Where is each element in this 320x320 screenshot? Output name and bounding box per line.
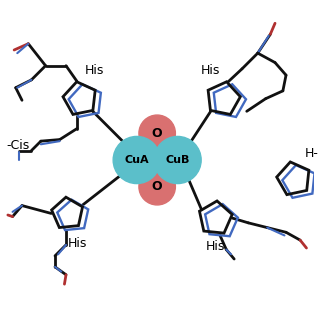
Text: His: His	[85, 64, 104, 77]
Text: CuB: CuB	[165, 155, 190, 165]
Text: H-: H-	[305, 147, 319, 160]
Text: His: His	[67, 237, 87, 250]
Text: His: His	[206, 240, 225, 253]
Text: CuA: CuA	[124, 155, 149, 165]
Text: His: His	[201, 64, 220, 77]
Text: O: O	[152, 127, 163, 140]
Circle shape	[139, 169, 175, 205]
Circle shape	[154, 136, 201, 184]
Circle shape	[113, 136, 160, 184]
Circle shape	[139, 115, 175, 151]
Text: O: O	[152, 180, 163, 193]
Text: -Cis: -Cis	[6, 139, 29, 152]
